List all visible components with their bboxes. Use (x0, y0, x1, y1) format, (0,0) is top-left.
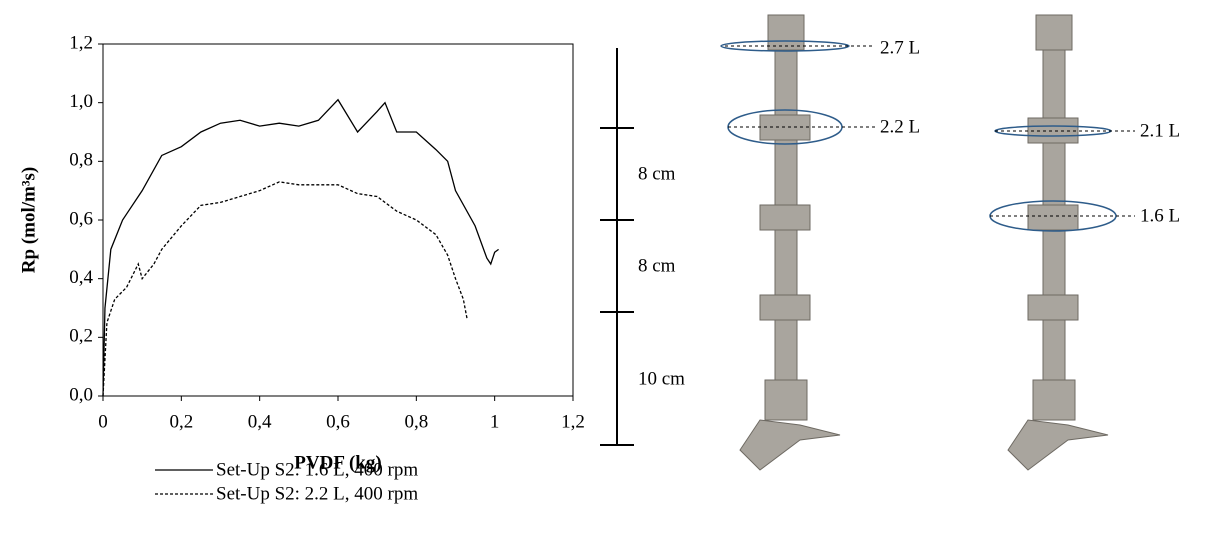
level-label: 2.2 L (880, 116, 920, 137)
series-line (102, 98, 499, 397)
impeller-shaft (1007, 14, 1109, 471)
y-tick-label: 0,4 (69, 267, 93, 288)
x-tick-label: 0,4 (248, 411, 272, 432)
level-label: 2.7 L (880, 37, 920, 58)
y-tick-label: 0,2 (69, 326, 93, 347)
scale-label: 8 cm (638, 163, 676, 184)
impeller-shaft (739, 14, 841, 471)
x-tick-label: 1,2 (561, 411, 585, 432)
x-tick-label: 1 (490, 411, 500, 432)
y-tick-label: 0,8 (69, 150, 93, 171)
x-axis-title: PVDF (kg) (294, 452, 381, 473)
scale-label: 8 cm (638, 255, 676, 276)
y-tick-label: 0,6 (69, 208, 93, 229)
plot-frame (102, 43, 574, 397)
legend-label: Set-Up S2: 2.2 L, 400 rpm (216, 483, 418, 504)
series-line (102, 181, 468, 397)
level-ellipse (720, 40, 850, 52)
y-tick-label: 1,2 (69, 32, 93, 53)
y-tick-label: 0,0 (69, 384, 93, 405)
x-tick-label: 0,8 (404, 411, 428, 432)
scale-bar (600, 48, 634, 446)
y-tick-label: 1,0 (69, 91, 93, 112)
level-label: 2.1 L (1140, 120, 1180, 141)
x-tick-label: 0 (98, 411, 108, 432)
x-tick-label: 0,6 (326, 411, 350, 432)
scale-label: 10 cm (638, 368, 685, 389)
level-label: 1.6 L (1140, 205, 1180, 226)
x-tick-label: 0,2 (169, 411, 193, 432)
y-axis-title: Rp (mol/m³s) (18, 167, 39, 274)
legend-label: Set-Up S2: 1.6 L, 400 rpm (216, 459, 418, 480)
